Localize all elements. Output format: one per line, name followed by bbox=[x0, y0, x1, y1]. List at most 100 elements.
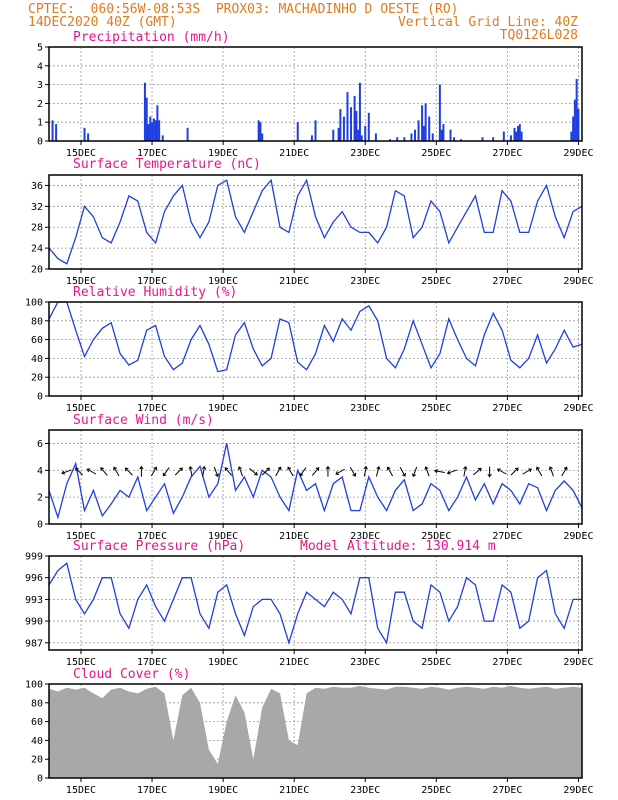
wind-arrow bbox=[536, 467, 543, 477]
x-tick-label: 23DEC bbox=[350, 148, 380, 159]
x-tick-label: 15DEC bbox=[66, 403, 96, 414]
precip-bar bbox=[353, 95, 356, 141]
y-tick-label: 100 bbox=[25, 680, 43, 691]
series-line bbox=[48, 562, 582, 646]
wind-arrow-head bbox=[536, 466, 540, 471]
wind-arrow-head bbox=[277, 466, 282, 471]
x-tick-label: 21DEC bbox=[279, 403, 309, 414]
precip-bar bbox=[518, 124, 521, 141]
wind-arrow-head bbox=[463, 465, 468, 470]
x-tick-label: 19DEC bbox=[208, 403, 238, 414]
x-tick-label: 23DEC bbox=[350, 531, 380, 542]
wind-arrow-head bbox=[61, 470, 66, 475]
y-tick-label: 24 bbox=[31, 244, 43, 255]
wind-arrow bbox=[399, 467, 406, 477]
wind-arrow bbox=[61, 469, 72, 474]
wind-arrow-head bbox=[224, 467, 229, 471]
plot-frame bbox=[48, 555, 583, 651]
x-tick-label: 21DEC bbox=[279, 785, 309, 796]
precip-bar bbox=[296, 122, 299, 141]
x-tick-label: 19DEC bbox=[208, 657, 238, 668]
wind-arrow-head bbox=[100, 467, 104, 471]
precip-bar bbox=[152, 118, 155, 141]
wind-arrow bbox=[261, 467, 270, 476]
precip-bar bbox=[51, 120, 54, 141]
wind-arrow bbox=[213, 466, 219, 477]
wind-arrow-head bbox=[325, 465, 331, 470]
precip-bar bbox=[346, 92, 349, 141]
wind-arrow-head bbox=[201, 465, 207, 470]
wind-arrow bbox=[497, 468, 507, 475]
x-tick-label: 25DEC bbox=[421, 531, 451, 542]
wind-arrow bbox=[189, 466, 193, 477]
wind-arrow bbox=[447, 469, 458, 474]
x-tick-label: 21DEC bbox=[279, 148, 309, 159]
precip-bar bbox=[87, 133, 90, 141]
x-tick-label: 29DEC bbox=[563, 531, 593, 542]
wind-arrow-head bbox=[153, 466, 158, 471]
wind-arrow-head bbox=[424, 466, 429, 470]
panel-title: Precipitation (mm/h) bbox=[73, 30, 230, 45]
wind-arrow-head bbox=[299, 472, 304, 477]
wind-arrow bbox=[224, 467, 233, 476]
wind-arrow bbox=[349, 467, 356, 477]
wind-arrow bbox=[375, 466, 380, 477]
wind-arrow-head bbox=[188, 465, 193, 470]
wind-arrow-head bbox=[386, 466, 391, 471]
precip-bar bbox=[396, 137, 399, 141]
precip-bar bbox=[577, 109, 580, 141]
x-tick-label: 21DEC bbox=[279, 657, 309, 668]
header-grid-note: Vertical Grid Line: 40Z bbox=[397, 15, 578, 30]
y-tick-label: 6 bbox=[37, 439, 43, 450]
precip-bar bbox=[143, 82, 146, 141]
panel-title: Relative Humidity (%) bbox=[73, 285, 237, 300]
y-tick-label: 987 bbox=[25, 638, 43, 649]
wind-arrow bbox=[113, 467, 120, 477]
wind-arrow bbox=[363, 466, 367, 477]
model-altitude-label: Model Altitude: 130.914 m bbox=[300, 539, 496, 554]
wind-arrow bbox=[287, 467, 294, 477]
precip-bar bbox=[358, 82, 361, 141]
precip-bar bbox=[360, 135, 363, 141]
precip-bar bbox=[151, 122, 154, 141]
plot-frame bbox=[48, 301, 583, 397]
series-line bbox=[48, 301, 583, 373]
wind-arrow-head bbox=[496, 468, 501, 473]
wind-arrow-head bbox=[563, 466, 568, 471]
wind-arrow bbox=[434, 470, 445, 473]
wind-arrow bbox=[510, 467, 519, 476]
y-tick-label: 5 bbox=[37, 43, 43, 54]
precip-bar bbox=[158, 120, 161, 141]
precip-bar bbox=[156, 105, 159, 141]
wind-arrow-head bbox=[162, 472, 167, 477]
precip-bar bbox=[55, 124, 58, 141]
wind-arrow-head bbox=[86, 468, 91, 473]
wind-arrow-head bbox=[266, 467, 270, 472]
panel-title: Surface Wind (m/s) bbox=[73, 413, 214, 428]
wind-arrow bbox=[125, 467, 133, 476]
precip-bar bbox=[367, 112, 370, 141]
precip-bar bbox=[492, 137, 495, 141]
wind-arrow-head bbox=[446, 470, 451, 475]
precip-bar bbox=[374, 133, 377, 141]
precip-bar bbox=[314, 120, 317, 141]
wind-arrow-head bbox=[528, 468, 532, 473]
wind-arrow-head bbox=[411, 473, 417, 478]
x-tick-label: 29DEC bbox=[563, 403, 593, 414]
wind-arrow bbox=[425, 466, 430, 477]
y-tick-label: 60 bbox=[31, 335, 43, 346]
precip-bar bbox=[460, 139, 463, 141]
precip-bar bbox=[513, 127, 516, 141]
precip-bar bbox=[572, 116, 575, 141]
precip-bar bbox=[332, 129, 335, 141]
wind-arrow-head bbox=[139, 465, 144, 470]
x-tick-label: 27DEC bbox=[492, 276, 522, 287]
x-tick-label: 29DEC bbox=[563, 148, 593, 159]
wind-arrow-head bbox=[477, 467, 482, 472]
precip-bar bbox=[364, 125, 367, 141]
precip-bar bbox=[261, 133, 264, 141]
wind-arrow bbox=[174, 467, 183, 476]
precip-bar bbox=[357, 129, 360, 141]
precip-bar bbox=[517, 125, 520, 141]
precip-bar bbox=[424, 103, 427, 141]
